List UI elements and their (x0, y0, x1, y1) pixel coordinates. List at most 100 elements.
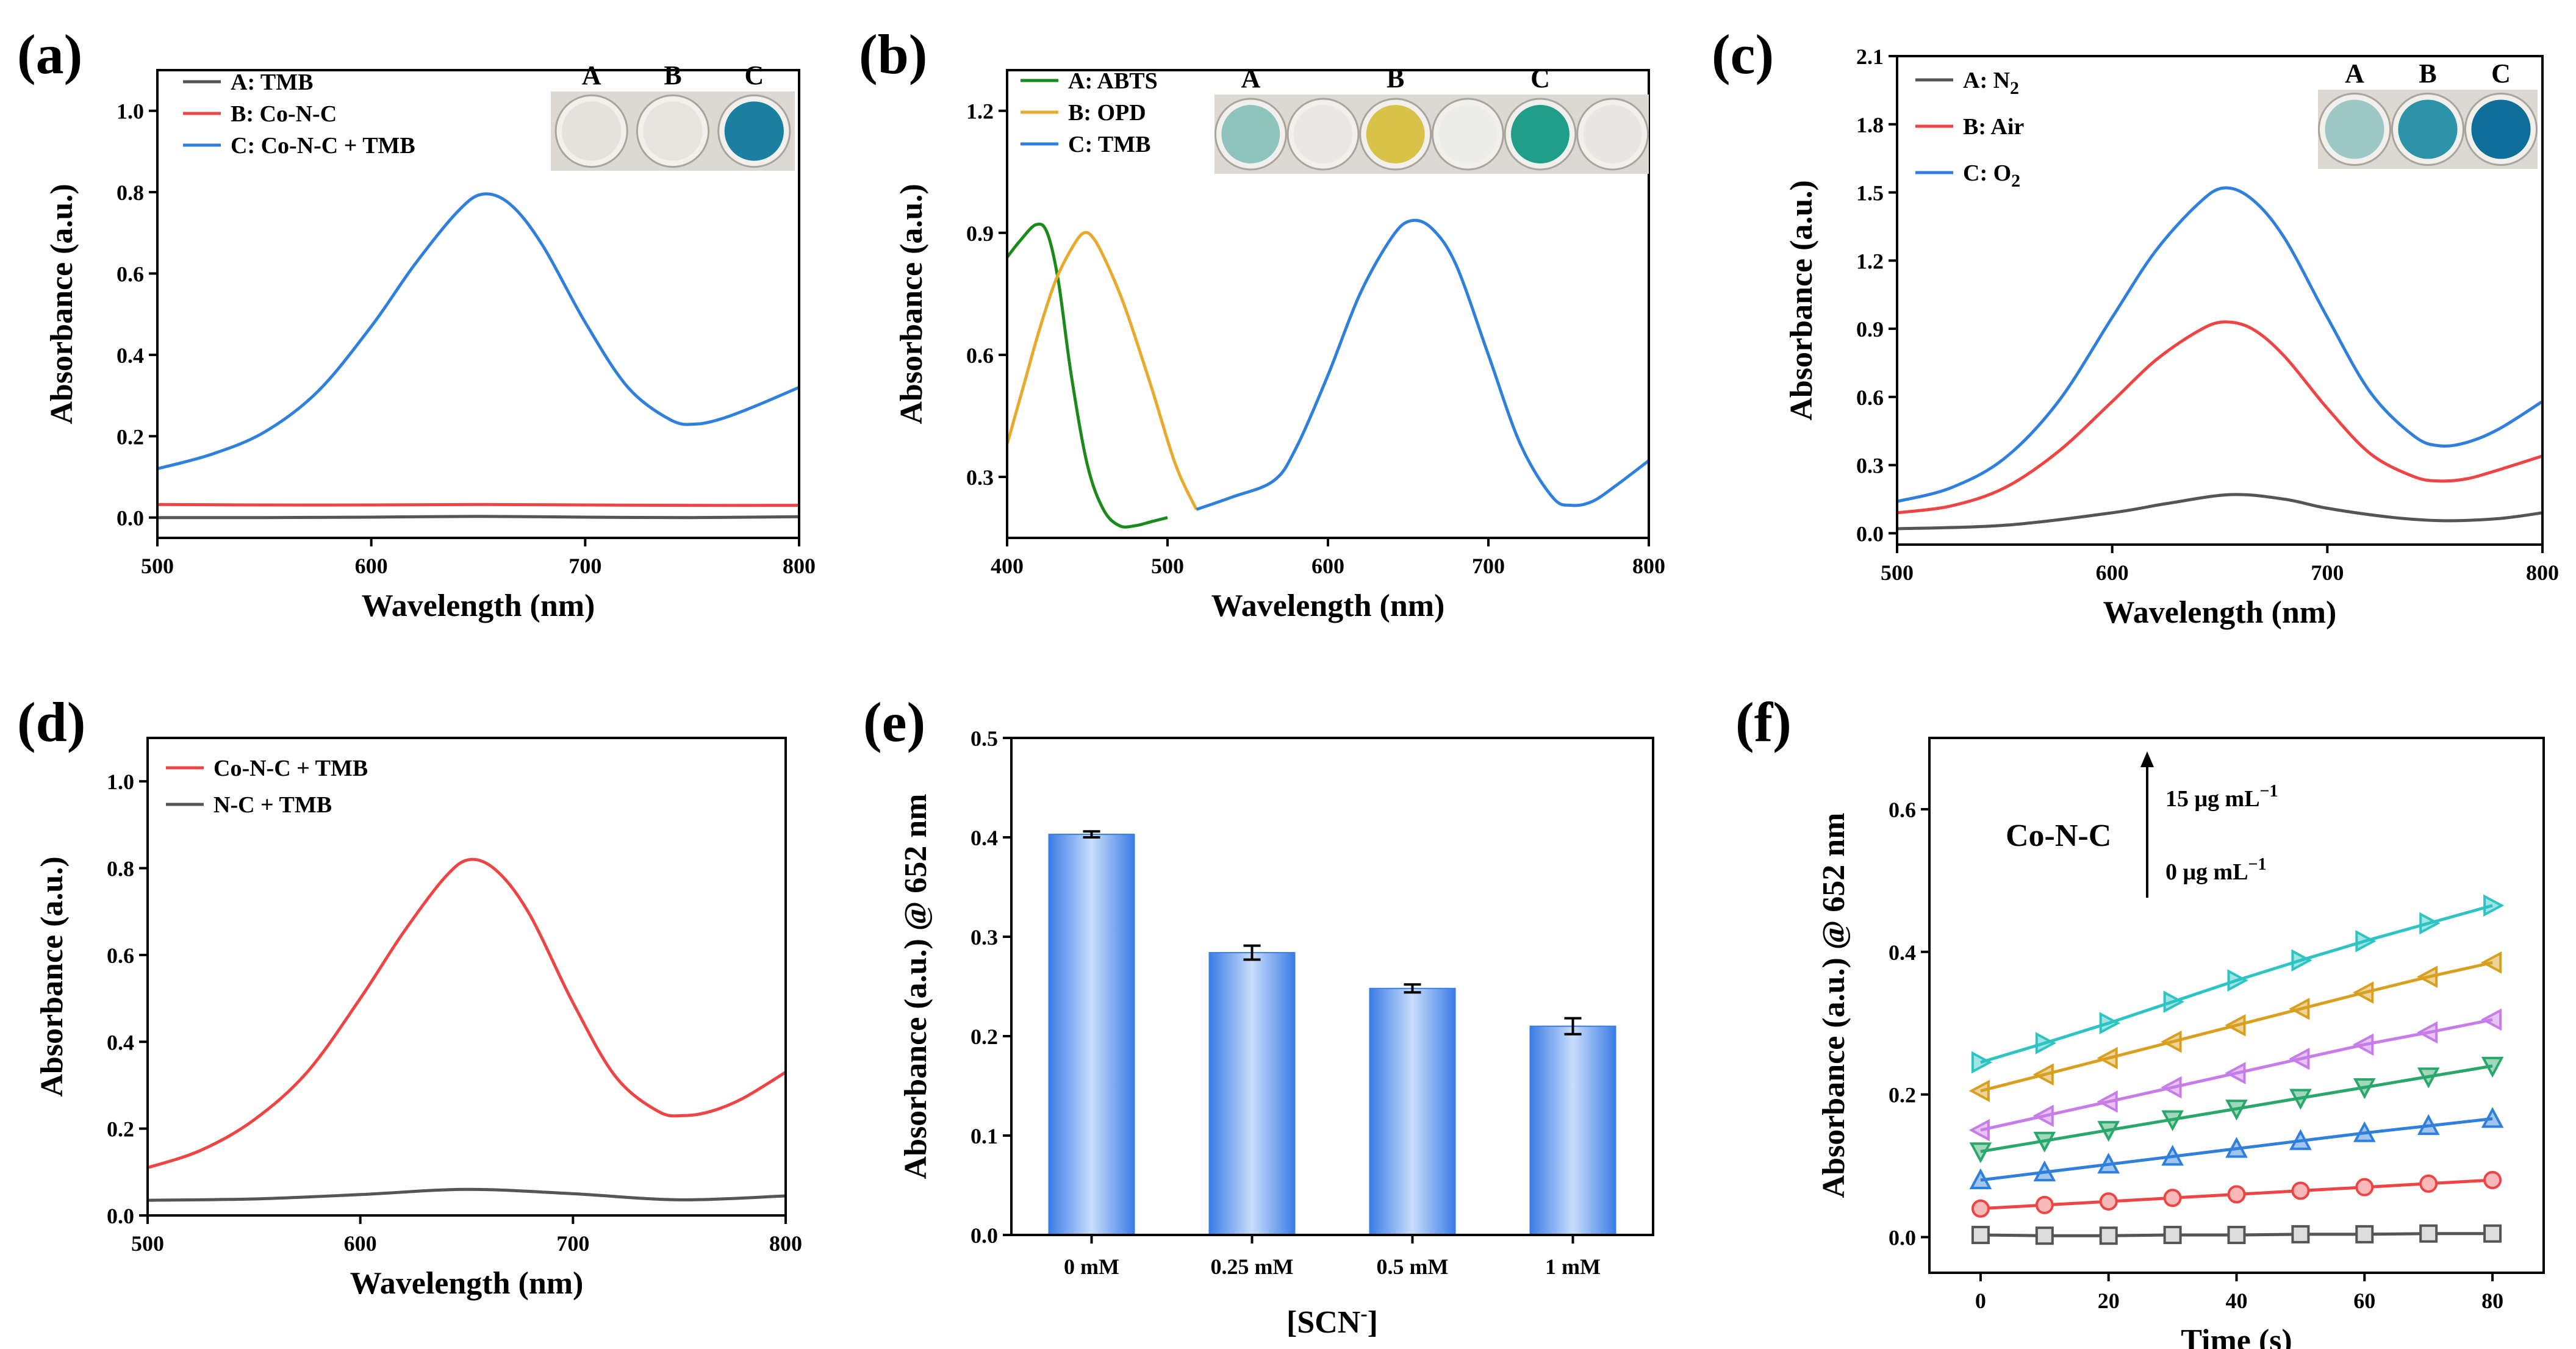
y-axis-label: Absorbance (a.u.) @ 652 nm (899, 794, 933, 1179)
bar-3 (1369, 987, 1456, 1236)
inset-well-liquid (562, 101, 622, 161)
marker-triangle-right (2291, 949, 2312, 972)
panel-e: (e) 0 mM 0.25 mM 0.5 mM 1 mM 0.0 0.1 0.2 0.3 0.4 0… (863, 691, 1654, 1340)
series-line-3 (1196, 218, 1650, 511)
inset-well-liquid (1511, 105, 1570, 163)
legend-label: B: Air (1963, 114, 2024, 140)
legend-label-sub: 2 (2011, 171, 2020, 191)
inset-well-liquid (2398, 99, 2458, 159)
x-tick-label: 80 (2481, 1289, 2503, 1313)
y-tick-label: 1.0 (117, 99, 144, 124)
marker-triangle-left (2416, 965, 2438, 989)
marker-triangle-left (2032, 1063, 2054, 1086)
series-line-3 (1896, 186, 2544, 503)
inset-label: C (744, 60, 764, 90)
marker-triangle-down (2481, 1056, 2504, 1078)
y-tick-label: 0.6 (117, 262, 144, 286)
y-tick-label: 0.3 (970, 925, 998, 950)
series-line-2 (157, 503, 800, 507)
y-tick-label: 0.9 (1856, 317, 1884, 342)
panel-label: (d) (17, 691, 85, 753)
y-tick-label: 1.5 (1856, 181, 1884, 206)
category-label: 1 mM (1545, 1254, 1601, 1279)
bar-1 (1048, 834, 1135, 1236)
marker-triangle-up (2481, 1107, 2504, 1128)
inset-label: A (582, 60, 601, 90)
inset-well-liquid (1583, 105, 1642, 163)
plot-frame-e (1010, 737, 1654, 1236)
y-tick-label: 0.4 (117, 343, 144, 368)
marker-triangle-right (2227, 969, 2248, 992)
x-tick-label: 700 (1472, 554, 1505, 578)
y-tick-label: 0.2 (107, 1117, 134, 1142)
inset-well-liquid (1294, 105, 1352, 163)
x-tick-label: 800 (783, 554, 816, 578)
marker-triangle-left (1968, 1118, 1990, 1142)
marker-triangle-right (2035, 1032, 2057, 1054)
x-tick-label: 700 (556, 1231, 589, 1256)
category-label: 0.5 mM (1377, 1254, 1449, 1279)
marker-triangle-up (2033, 1160, 2056, 1182)
marker-square (2291, 1225, 2310, 1243)
x-tick-label: 800 (1632, 554, 1665, 578)
category-label: 0.25 mM (1211, 1254, 1294, 1279)
category-label: 0 mM (1064, 1254, 1119, 1279)
marker-circle (2291, 1181, 2310, 1200)
inset-label: C (2491, 59, 2511, 88)
marker-triangle-down (2289, 1089, 2312, 1110)
marker-circle (2483, 1170, 2502, 1189)
panel-d: (d) 0.0 0.2 0.4 0.6 0.8 1.0 500 600 700 800 Wavelen… (17, 691, 802, 1301)
panel-c: (c) 0.0 0.3 0.6 0.9 1.2 1.5 1.8 2.1 500 600 700 800 W… (1712, 23, 2559, 630)
annotation-top-sup: −1 (2260, 782, 2278, 801)
marker-triangle-up (2097, 1153, 2120, 1174)
marker-square (1971, 1226, 1990, 1245)
y-tick-label: 0.4 (1889, 940, 1916, 965)
x-axis-label: Wavelength (nm) (2103, 595, 2337, 630)
marker-triangle-left (2225, 1014, 2246, 1037)
x-tick-label: 700 (569, 554, 601, 578)
panel-a: (a) 0.0 0.2 0.4 0.6 0.8 1.0 500 600 700 800 Wavelen… (17, 23, 816, 623)
y-axis-label: Absorbance (a.u.) (35, 856, 70, 1097)
inset-label: B (664, 60, 681, 90)
inset-label: A (2345, 59, 2364, 88)
plot-frame-c (1896, 55, 2544, 546)
marker-triangle-left (2161, 1076, 2182, 1099)
marker-square (2163, 1226, 2182, 1245)
y-tick-label: 0.4 (970, 826, 998, 850)
marker-triangle-left (2289, 1047, 2310, 1070)
marker-triangle-left (2416, 1021, 2438, 1044)
y-tick-label: 0.2 (1889, 1083, 1916, 1107)
y-tick-label: 1.2 (966, 99, 994, 124)
annotation-arrowhead (2140, 751, 2154, 767)
marker-triangle-down (2353, 1078, 2376, 1100)
series-line-1 (1006, 222, 1168, 529)
series-line-5 (1980, 1018, 2493, 1132)
y-tick-label: 0.3 (966, 465, 994, 490)
legend-label: A: N2 (1963, 68, 2019, 98)
marker-circle (1971, 1199, 1990, 1218)
x-tick-label: 60 (2353, 1289, 2375, 1313)
marker-circle (2099, 1192, 2118, 1211)
marker-triangle-left (1968, 1079, 1990, 1103)
y-tick-label: 0.1 (970, 1124, 998, 1148)
series-line-3 (1980, 1117, 2493, 1182)
bar-4 (1529, 1025, 1616, 1236)
x-tick-label: 500 (131, 1231, 164, 1256)
marker-square (2227, 1226, 2246, 1245)
y-tick-label: 0.2 (117, 424, 144, 449)
y-tick-label: 0.6 (1856, 385, 1884, 410)
marker-circle (2035, 1195, 2054, 1214)
marker-circle (2355, 1178, 2374, 1197)
marker-triangle-down (2097, 1121, 2120, 1142)
marker-triangle-down (2225, 1100, 2248, 1121)
series-line-4 (1980, 1064, 2493, 1153)
panel-label: (e) (863, 691, 925, 753)
inset-label: B (1387, 63, 1404, 93)
marker-triangle-right (2419, 912, 2441, 935)
y-tick-label: 0.0 (107, 1204, 134, 1228)
marker-triangle-left (2480, 951, 2502, 974)
annotation-bottom: 0 μg mL−1 (2165, 855, 2267, 885)
y-tick-label: 0.0 (1889, 1226, 1916, 1250)
series-line-6 (1980, 961, 2493, 1093)
annotation-title: Co-N-C (2006, 818, 2111, 853)
